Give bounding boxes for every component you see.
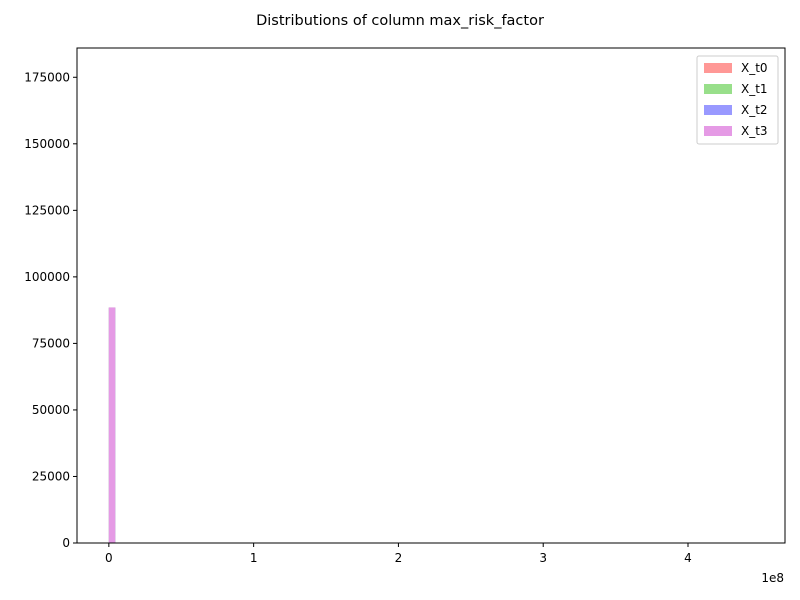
y-tick-label-6: 150000: [24, 137, 70, 151]
x-tick-label-1: 1: [250, 551, 258, 565]
y-tick-label-2: 50000: [32, 403, 70, 417]
y-tick-label-0: 0: [62, 536, 70, 550]
legend-label-x_t2: X_t2: [741, 103, 768, 117]
x-axis-offset-label: 1e8: [761, 571, 784, 585]
bars-layer: [108, 307, 116, 543]
y-tick-label-1: 25000: [32, 469, 70, 483]
axes-layer: 0 1 2 3 4 0 25000 50000 75000 100000 125000 150000 1…: [24, 47, 786, 565]
legend-label-x_t3: X_t3: [741, 124, 768, 138]
chart-title: Distributions of column max_risk_factor: [256, 13, 544, 29]
legend-label-x_t1: X_t1: [741, 82, 768, 96]
legend: X_t0 X_t1 X_t2 X_t3: [696, 55, 779, 145]
legend-box: [696, 55, 779, 145]
y-tick-label-7: 175000: [24, 70, 70, 84]
legend-label-x_t0: X_t0: [741, 61, 768, 75]
legend-swatch-x_t0: [704, 63, 732, 73]
y-tick-label-3: 75000: [32, 336, 70, 350]
x-tick-label-4: 4: [684, 551, 692, 565]
x-tick-label-0: 0: [105, 551, 113, 565]
plot-frame: [76, 47, 786, 544]
bar-x_t3-0: [108, 307, 116, 543]
y-tick-label-5: 125000: [24, 203, 70, 217]
legend-swatch-x_t1: [704, 84, 732, 94]
legend-swatch-x_t2: [704, 105, 732, 115]
y-tick-label-4: 100000: [24, 270, 70, 284]
legend-swatch-x_t3: [704, 126, 732, 136]
x-tick-label-3: 3: [539, 551, 547, 565]
x-tick-label-2: 2: [395, 551, 403, 565]
